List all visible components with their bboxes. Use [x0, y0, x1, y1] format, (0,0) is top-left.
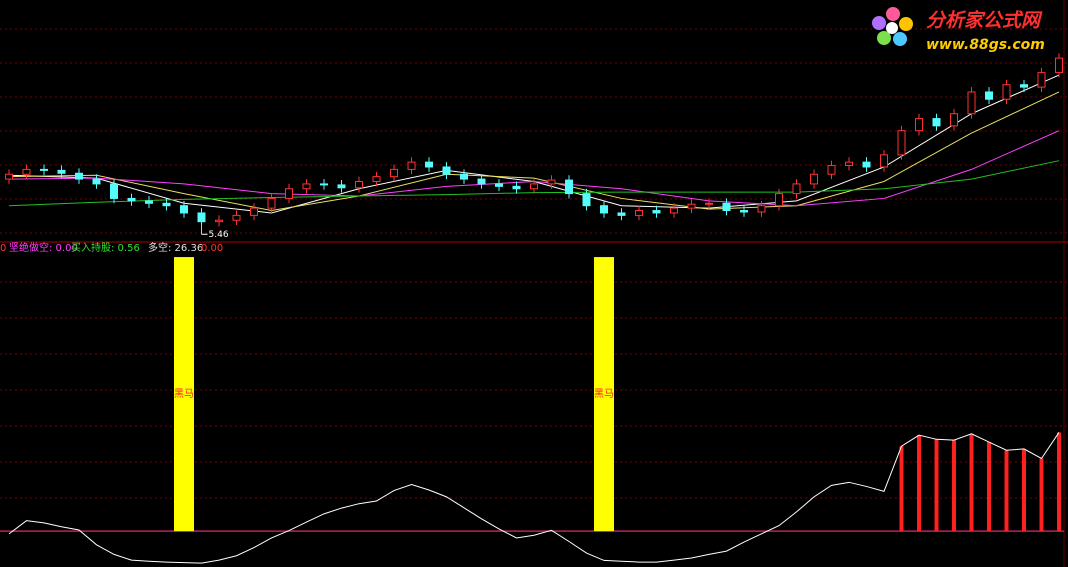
candle-body	[565, 179, 573, 195]
candle-body	[250, 207, 258, 216]
candle-body	[267, 197, 276, 209]
legend-item: 坚绝做空: 0.00	[9, 241, 78, 254]
candle-body	[547, 179, 556, 185]
candle-body	[1055, 57, 1063, 74]
indicator-bar	[899, 446, 904, 532]
bar-label: 黑马	[594, 388, 614, 400]
candle-body	[22, 168, 31, 175]
indicator-bar	[969, 433, 974, 532]
candle-body	[337, 184, 346, 189]
candle-body	[40, 168, 48, 171]
candle-body	[652, 210, 661, 214]
candle-body	[145, 200, 153, 204]
indicator-bar	[952, 440, 956, 532]
logo-url: www.88gs.com	[926, 37, 1045, 53]
indicator-bar	[1039, 458, 1044, 532]
candle-body	[320, 183, 328, 186]
logo: 分析家公式网 www.88gs.com	[872, 7, 1045, 53]
candle-body	[687, 203, 696, 209]
candle-body	[92, 178, 101, 185]
candle-body	[355, 181, 363, 189]
candle-body	[670, 207, 678, 214]
candle-body	[810, 173, 818, 185]
candle-body	[460, 173, 468, 180]
logo-petal	[872, 16, 886, 30]
candle-body	[477, 178, 486, 185]
indicator-bar	[934, 439, 939, 532]
candle-body	[880, 154, 888, 168]
candle-body	[390, 168, 398, 178]
indicator-bar	[1004, 450, 1009, 532]
indicator-bar	[917, 435, 921, 532]
candle-body	[757, 205, 766, 213]
logo-center	[886, 22, 898, 34]
candle-body	[792, 183, 801, 195]
low-label: 5.46	[209, 230, 229, 240]
candle-body	[75, 172, 83, 180]
candle-body	[1020, 84, 1028, 88]
candle-body	[862, 161, 871, 168]
indicator-bar	[174, 257, 194, 532]
candle-body	[775, 193, 783, 207]
candle-body	[232, 214, 241, 221]
legend-item: 买入持股: 0.56	[71, 241, 140, 254]
candle-body	[1037, 72, 1046, 88]
logo-petal	[877, 31, 891, 45]
candle-body	[162, 202, 171, 207]
candle-body	[302, 183, 311, 190]
candle-body	[617, 212, 626, 216]
candle-body	[932, 118, 941, 127]
candle-body	[635, 210, 643, 216]
legend-item: 多空: 26.36	[148, 241, 203, 254]
candle-body	[512, 185, 521, 190]
logo-petal	[886, 7, 900, 21]
logo-title: 分析家公式网	[926, 10, 1043, 32]
legend-item: 0.00	[201, 243, 223, 254]
candle-body	[180, 205, 188, 214]
candle-body	[967, 91, 976, 115]
candle-body	[372, 176, 381, 183]
candle-body	[495, 183, 503, 187]
candle-body	[407, 161, 416, 170]
candle-body	[740, 210, 748, 213]
candle-body	[600, 205, 608, 214]
indicator-bar	[594, 257, 614, 532]
indicator-line	[8, 432, 1060, 564]
candle-body	[582, 193, 591, 207]
logo-petal	[893, 32, 907, 46]
candle-body	[845, 161, 853, 167]
candle-body	[425, 161, 433, 168]
candle-body	[1002, 84, 1011, 100]
candle-body	[442, 166, 451, 175]
candle-body	[915, 118, 923, 132]
candle-body	[285, 188, 293, 199]
candle-body	[950, 113, 958, 127]
candle-body	[897, 130, 906, 156]
candle-body	[5, 173, 13, 180]
candle-body	[57, 169, 66, 174]
candle-body	[530, 183, 538, 190]
moving-average	[8, 91, 1060, 212]
candle-body	[827, 165, 836, 175]
bar-label: 黑马	[174, 388, 194, 400]
logo-petal	[899, 17, 913, 31]
candle-body	[127, 197, 136, 202]
candle-body	[215, 219, 223, 223]
candle-body	[705, 202, 713, 205]
indicator-bar	[987, 442, 991, 532]
indicator-bar	[1057, 432, 1061, 532]
candle-body	[110, 183, 118, 199]
indicator-bar	[1022, 448, 1026, 532]
candle-body	[197, 212, 206, 223]
legend-item: 0	[0, 243, 6, 254]
candle-body	[722, 202, 731, 212]
candle-body	[985, 91, 993, 100]
